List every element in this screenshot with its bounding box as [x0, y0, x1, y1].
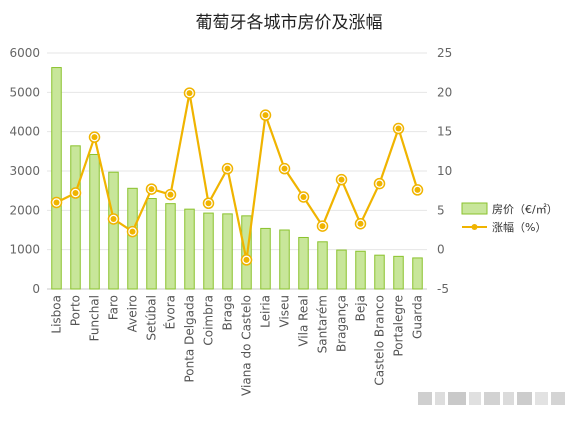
right-axis-tick-label: 5 — [437, 203, 445, 217]
category-label: Aveiro — [126, 295, 140, 332]
growth-point — [300, 193, 307, 200]
left-axis-tick-label: 6000 — [9, 46, 40, 60]
price-bar — [374, 254, 385, 290]
category-label: Coimbra — [202, 295, 216, 346]
category-label: Bragança — [335, 295, 349, 352]
x-axis-category-labels: Lisboa Porto Funchal Faro Aveiro Setúbal Évora… — [50, 295, 425, 396]
category-label: Santarém — [316, 295, 330, 353]
left-axis-tick-label: 4000 — [9, 125, 40, 139]
category-label: Porto — [69, 295, 83, 326]
left-axis-tick-label: 3000 — [9, 164, 40, 178]
growth-point — [281, 165, 288, 172]
growth-point — [357, 220, 364, 227]
price-bars — [51, 67, 423, 290]
growth-point — [338, 176, 345, 183]
category-label: Faro — [107, 295, 121, 320]
grid-lines — [47, 52, 427, 290]
category-label: Ponta Delgada — [183, 295, 197, 383]
price-bar — [184, 208, 195, 290]
category-label: Beja — [354, 295, 368, 321]
price-bar — [165, 203, 176, 290]
price-bar — [355, 250, 366, 290]
price-bar — [146, 198, 157, 290]
chart-title: 葡萄牙各城市房价及涨幅 — [196, 13, 383, 33]
growth-point — [53, 199, 60, 206]
category-label: Viana do Castelo — [240, 295, 254, 396]
growth-line — [50, 87, 424, 266]
category-label: Guarda — [411, 295, 425, 339]
right-axis-tick-label: 25 — [437, 46, 452, 60]
price-bar — [108, 171, 119, 290]
price-bar — [203, 212, 214, 290]
legend[interactable]: 房价（€/㎡） 涨幅（%） — [461, 202, 558, 234]
legend-label-growth: 涨幅（%） — [492, 221, 546, 234]
legend-item-growth[interactable]: 涨幅（%） — [462, 221, 546, 234]
growth-point — [148, 186, 155, 193]
right-y-axis: -5 0 5 10 15 20 25 — [437, 46, 452, 296]
price-bar — [279, 229, 290, 290]
right-axis-tick-label: 20 — [437, 85, 452, 99]
legend-label-price: 房价（€/㎡） — [492, 203, 558, 216]
legend-swatch-growth-marker — [471, 224, 478, 230]
growth-point — [262, 112, 269, 119]
growth-point — [91, 134, 98, 141]
price-bar — [70, 145, 81, 290]
price-bar — [317, 241, 328, 290]
blurred-watermark — [418, 392, 566, 405]
price-bar — [298, 236, 309, 290]
category-label: Leiria — [259, 295, 273, 328]
price-bar — [260, 227, 271, 290]
price-bar — [412, 257, 423, 290]
category-label: Viseu — [278, 295, 292, 328]
category-label: Setúbal — [145, 295, 159, 341]
growth-point — [414, 186, 421, 193]
growth-point — [319, 223, 326, 230]
category-label: Lisboa — [50, 295, 64, 334]
growth-point — [110, 215, 117, 222]
right-axis-tick-label: -5 — [437, 282, 449, 296]
category-label: Vila Real — [297, 295, 311, 347]
price-bar — [89, 153, 100, 290]
category-label: Funchal — [88, 295, 102, 341]
legend-swatch-price — [461, 202, 488, 215]
growth-point — [376, 180, 383, 187]
growth-point — [224, 165, 231, 172]
growth-point — [72, 190, 79, 197]
growth-point — [205, 200, 212, 207]
category-label: Évora — [163, 295, 178, 329]
price-bar — [336, 249, 347, 290]
category-label: Portalegre — [392, 295, 406, 357]
price-bar — [393, 255, 404, 290]
growth-point — [129, 228, 136, 235]
growth-point — [186, 90, 193, 97]
right-axis-tick-label: 0 — [437, 243, 445, 257]
category-label: Castelo Branco — [373, 295, 387, 386]
growth-point — [395, 125, 402, 132]
category-label: Braga — [221, 295, 235, 331]
left-axis-tick-label: 5000 — [9, 85, 40, 99]
left-axis-tick-label: 0 — [32, 282, 40, 296]
growth-point — [243, 256, 250, 263]
growth-point — [167, 191, 174, 198]
price-bar — [127, 187, 138, 290]
left-axis-tick-label: 1000 — [9, 243, 40, 257]
right-axis-tick-label: 10 — [437, 164, 452, 178]
price-bar — [222, 213, 233, 290]
right-axis-tick-label: 15 — [437, 125, 452, 139]
left-y-axis: 0 1000 2000 3000 4000 5000 6000 — [9, 46, 40, 296]
legend-item-price[interactable]: 房价（€/㎡） — [461, 202, 558, 216]
left-axis-tick-label: 2000 — [9, 203, 40, 217]
price-bar — [51, 67, 62, 290]
